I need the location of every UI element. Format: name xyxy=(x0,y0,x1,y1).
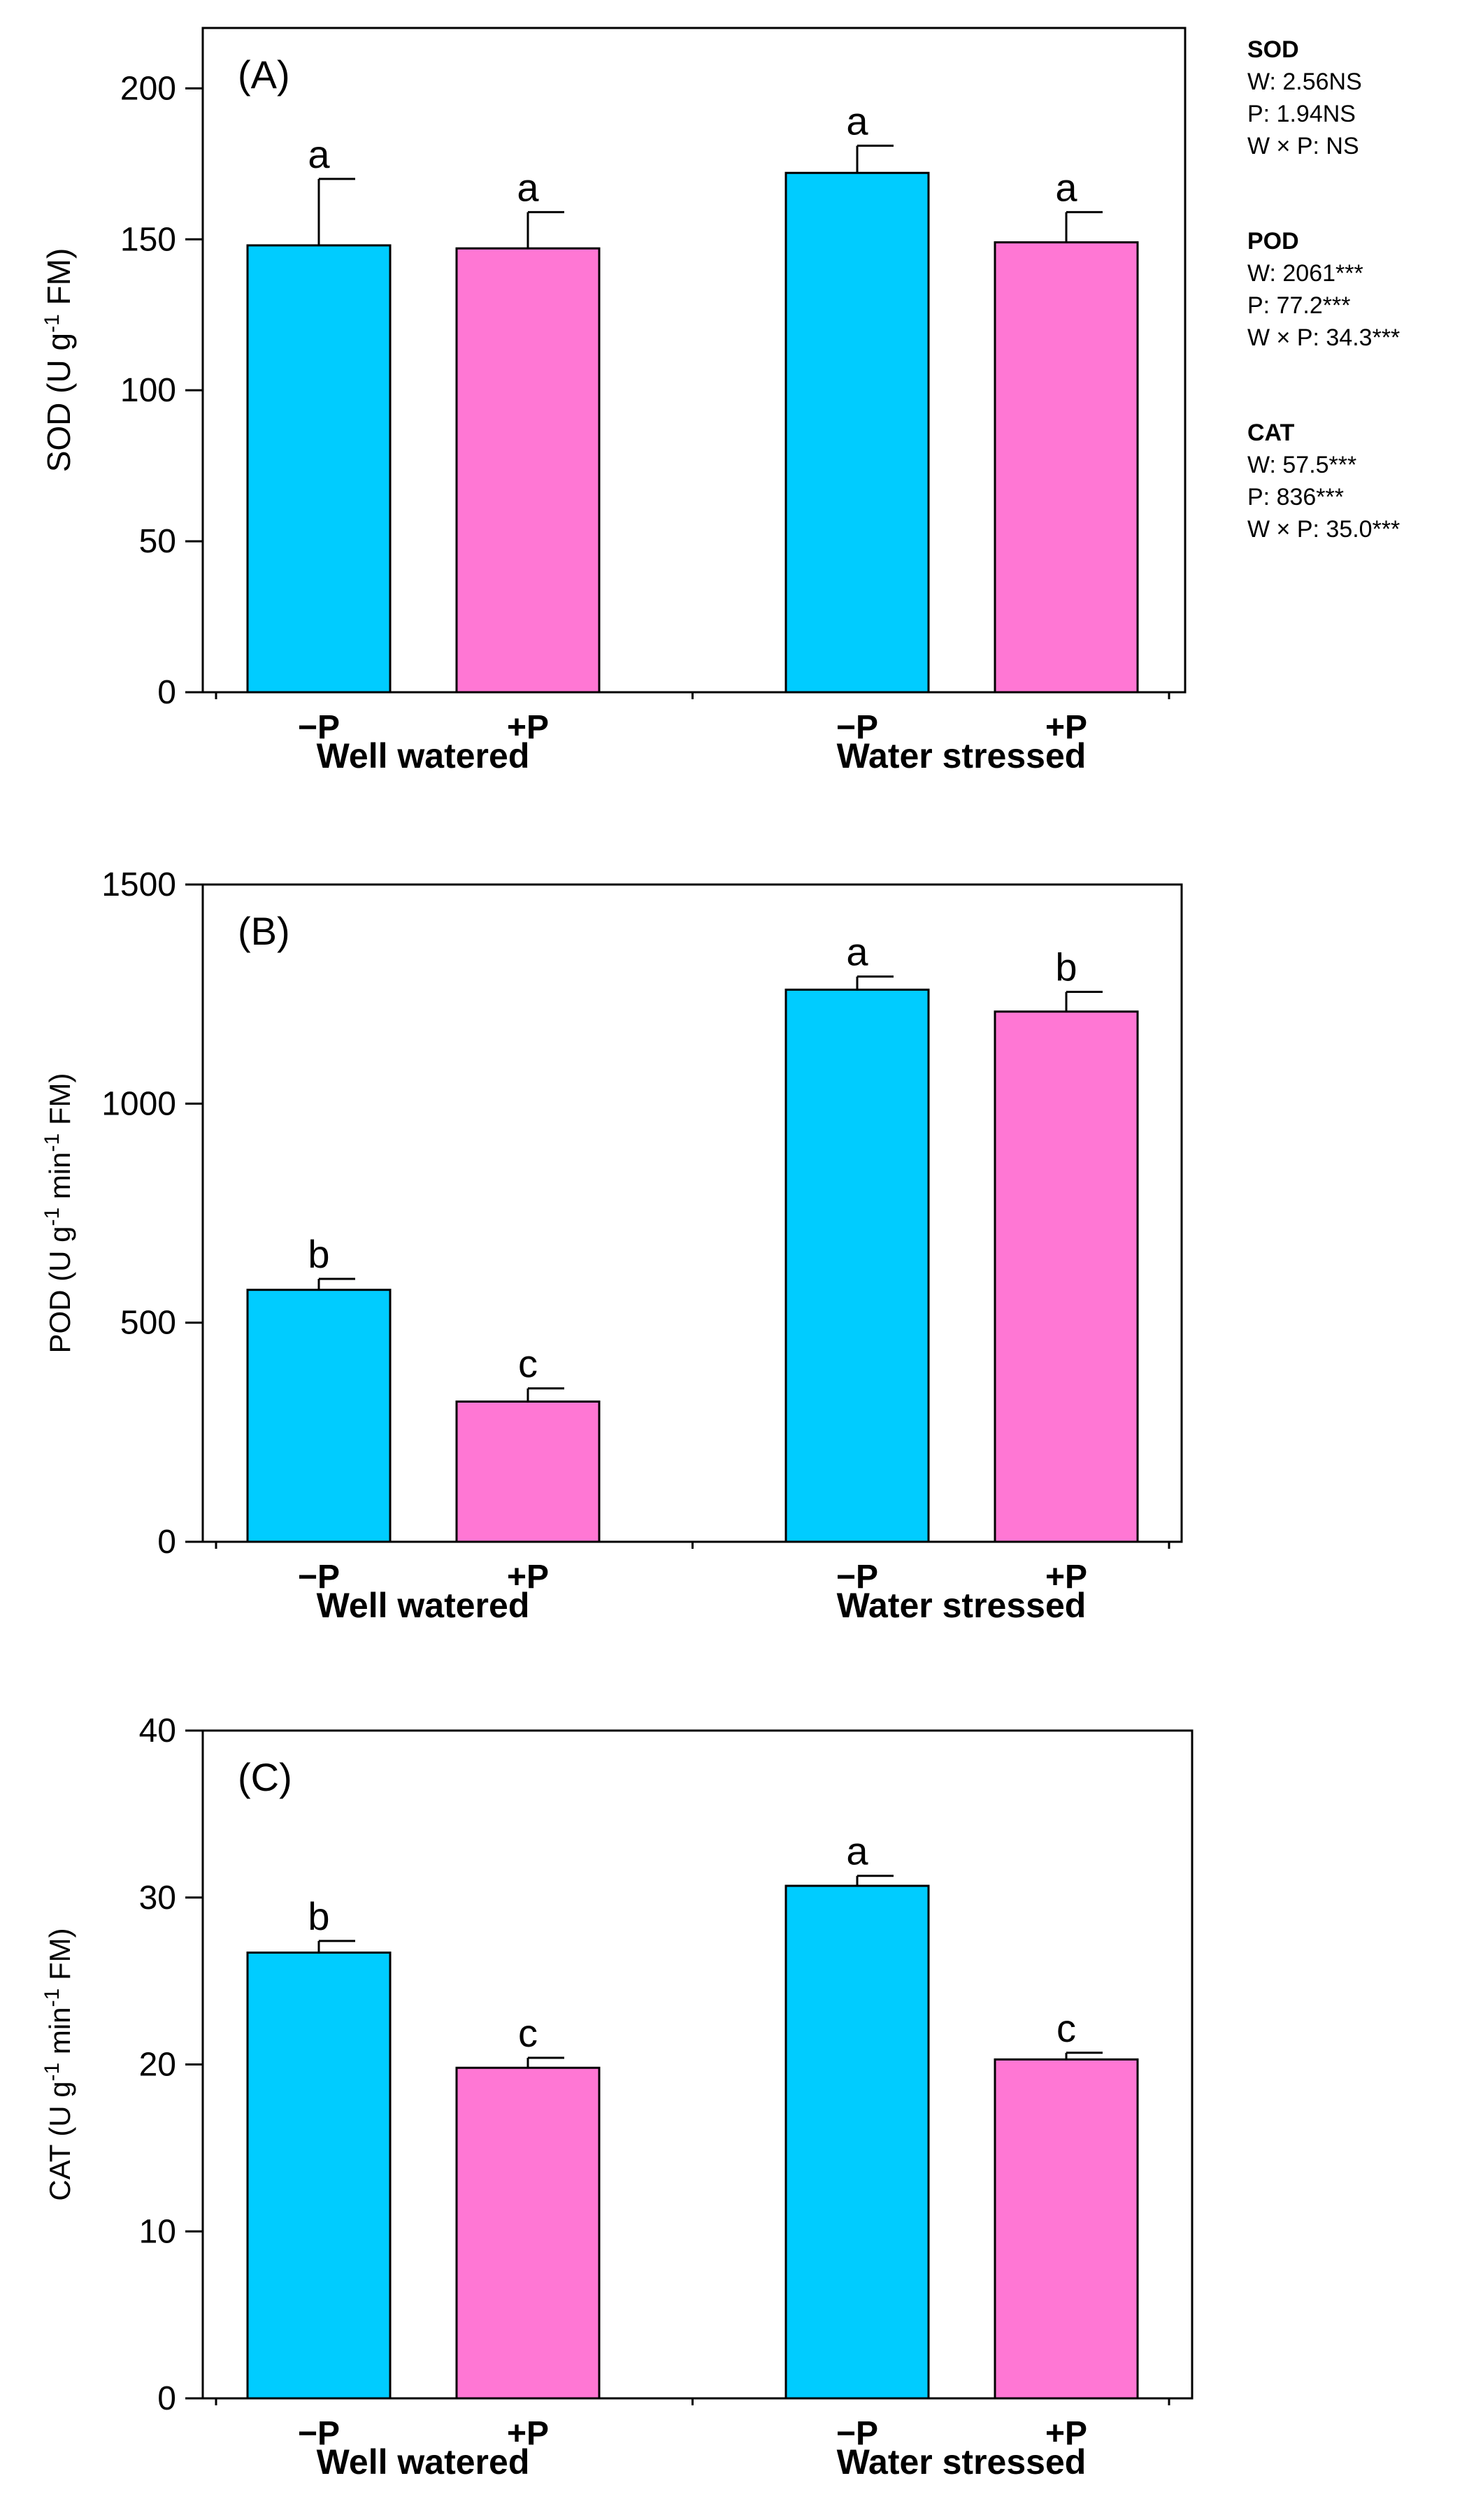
y-tick-label: 0 xyxy=(157,1524,176,1561)
panel-label: (C) xyxy=(238,1755,292,1799)
significance-letter: c xyxy=(518,2011,538,2055)
stats-line: W × P: 34.3*** xyxy=(1247,324,1400,351)
bar xyxy=(994,2058,1139,2400)
x-tick-label: +P xyxy=(1045,2415,1087,2452)
y-tick-label: 10 xyxy=(139,2213,176,2250)
bar xyxy=(994,241,1139,694)
stats-line: W × P: NS xyxy=(1247,133,1359,159)
x-tick-label: +P xyxy=(507,709,549,746)
bar xyxy=(246,1952,392,2400)
significance-letter: a xyxy=(308,132,330,176)
stats-sod: SOD W: 2.56NS P: 1.94NS W × P: NS xyxy=(1247,34,1362,162)
y-tick-label: 200 xyxy=(120,70,176,107)
bar xyxy=(246,244,392,694)
bar xyxy=(994,1010,1139,1543)
stats-line: P: 836*** xyxy=(1247,484,1344,510)
stats-line: P: 1.94NS xyxy=(1247,101,1356,127)
stats-line: W × P: 35.0*** xyxy=(1247,516,1400,543)
x-tick-label: +P xyxy=(1045,1559,1087,1596)
x-tick-label: −P xyxy=(836,1559,878,1596)
group-label: Well watered xyxy=(317,2442,530,2482)
significance-letter: a xyxy=(846,99,868,143)
x-tick-label: −P xyxy=(298,1559,340,1596)
stats-title: SOD xyxy=(1247,36,1299,63)
x-tick-label: −P xyxy=(836,2415,878,2452)
y-tick-label: 0 xyxy=(157,2380,176,2417)
y-tick-label: 500 xyxy=(120,1305,176,1342)
significance-letter: c xyxy=(1056,2006,1076,2050)
significance-letter: a xyxy=(846,1829,868,1873)
x-tick-label: +P xyxy=(1045,709,1087,746)
significance-letter: b xyxy=(308,1894,329,1938)
bar xyxy=(246,1289,392,1543)
bar xyxy=(784,171,930,694)
chart-panel-a: 0 50 100 150 200 SOD (U g-1 FM) (A) a −P a +P a −P a +… xyxy=(41,27,1187,775)
significance-letter: c xyxy=(518,1342,538,1386)
significance-letter: b xyxy=(308,1232,329,1276)
stats-title: POD xyxy=(1247,228,1299,255)
y-axis-label: CAT (U g-1 min-1 FM) xyxy=(41,1928,76,2200)
y-tick-label: 0 xyxy=(157,674,176,711)
group-label: Water stressed xyxy=(837,2442,1087,2482)
panel-label: (A) xyxy=(238,52,290,96)
stats-cat: CAT W: 57.5*** P: 836*** W × P: 35.0*** xyxy=(1247,417,1400,545)
stats-line: P: 77.2*** xyxy=(1247,292,1351,319)
y-tick-label: 1000 xyxy=(101,1085,176,1122)
stats-line: W: 2.56NS xyxy=(1247,69,1362,95)
y-tick-label: 50 xyxy=(139,523,176,560)
y-axis-label: POD (U g-1 min-1 FM) xyxy=(41,1073,76,1353)
chart-panel-c: 0 10 20 30 40 CAT (U g-1 min-1 FM) (C) b −P c +P a −… xyxy=(41,1712,1194,2482)
significance-letter: a xyxy=(517,165,539,209)
x-tick-label: −P xyxy=(836,709,878,746)
y-axis-label: SOD (U g-1 FM) xyxy=(41,248,77,473)
group-label: Water stressed xyxy=(837,1586,1087,1625)
bar xyxy=(455,1400,601,1543)
stats-pod: POD W: 2061*** P: 77.2*** W × P: 34.3*** xyxy=(1247,225,1400,354)
y-tick-label: 20 xyxy=(139,2047,176,2084)
bar xyxy=(784,988,930,1543)
y-tick-label: 1500 xyxy=(101,866,176,903)
bar xyxy=(455,247,601,694)
y-tick-label: 150 xyxy=(120,221,176,258)
x-tick-label: +P xyxy=(507,1559,549,1596)
x-tick-label: +P xyxy=(507,2415,549,2452)
y-tick-label: 100 xyxy=(120,372,176,409)
y-tick-label: 30 xyxy=(139,1880,176,1917)
x-tick-label: −P xyxy=(298,2415,340,2452)
stats-line: W: 57.5*** xyxy=(1247,452,1357,478)
panel-label: (B) xyxy=(238,909,290,953)
stats-line: W: 2061*** xyxy=(1247,260,1363,287)
group-label: Water stressed xyxy=(837,736,1087,775)
chart-panel-b: 0 500 1000 1500 POD (U g-1 min-1 FM) (B) b −P c +… xyxy=(41,866,1183,1625)
bar xyxy=(455,2066,601,2400)
significance-letter: a xyxy=(1055,165,1077,209)
stats-title: CAT xyxy=(1247,420,1295,446)
plot-frame xyxy=(201,27,1187,694)
group-label: Well watered xyxy=(317,1586,530,1625)
significance-letter: b xyxy=(1055,945,1077,989)
y-tick-label: 40 xyxy=(139,1712,176,1749)
significance-letter: a xyxy=(846,930,868,974)
bar xyxy=(784,1884,930,2400)
group-label: Well watered xyxy=(317,736,530,775)
x-tick-label: −P xyxy=(298,709,340,746)
